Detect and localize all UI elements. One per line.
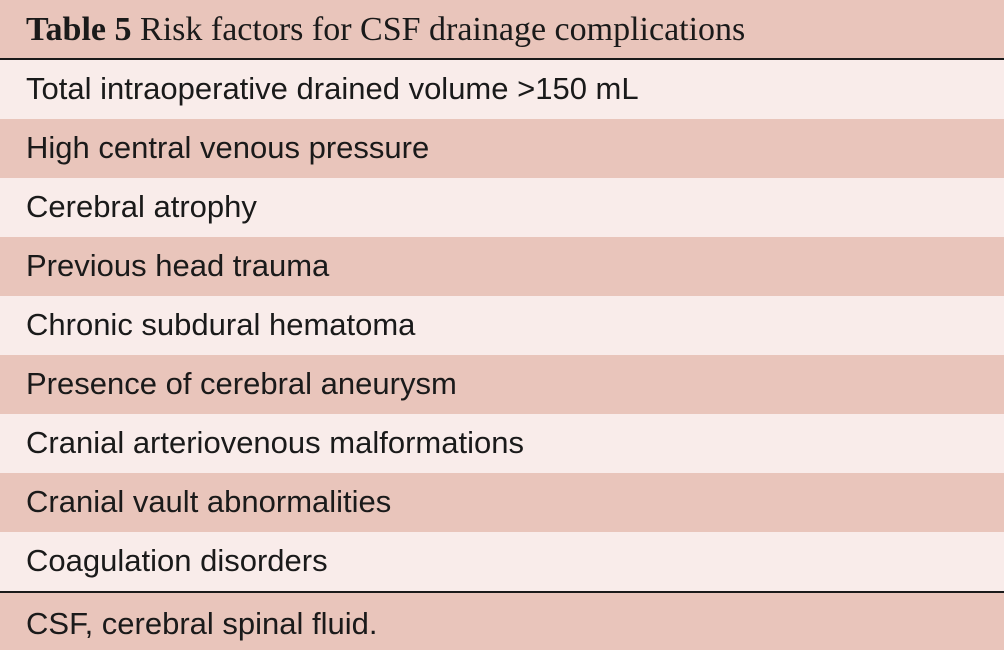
table-row: Coagulation disorders — [0, 532, 1004, 591]
table-row: Total intraoperative drained volume >150… — [0, 60, 1004, 119]
table-caption: Table 5 Risk factors for CSF drainage co… — [0, 0, 1004, 60]
table-title: Risk factors for CSF drainage complicati… — [140, 11, 745, 48]
table-label: Table 5 — [26, 11, 132, 48]
table-footnote: CSF, cerebral spinal fluid. — [0, 591, 1004, 650]
table-row: Chronic subdural hematoma — [0, 296, 1004, 355]
table-row: Presence of cerebral aneurysm — [0, 355, 1004, 414]
table-row: Previous head trauma — [0, 237, 1004, 296]
table-row: Cerebral atrophy — [0, 178, 1004, 237]
table-body: Total intraoperative drained volume >150… — [0, 60, 1004, 591]
table-row: Cranial arteriovenous malformations — [0, 414, 1004, 473]
table-row: High central venous pressure — [0, 119, 1004, 178]
table-row: Cranial vault abnormalities — [0, 473, 1004, 532]
